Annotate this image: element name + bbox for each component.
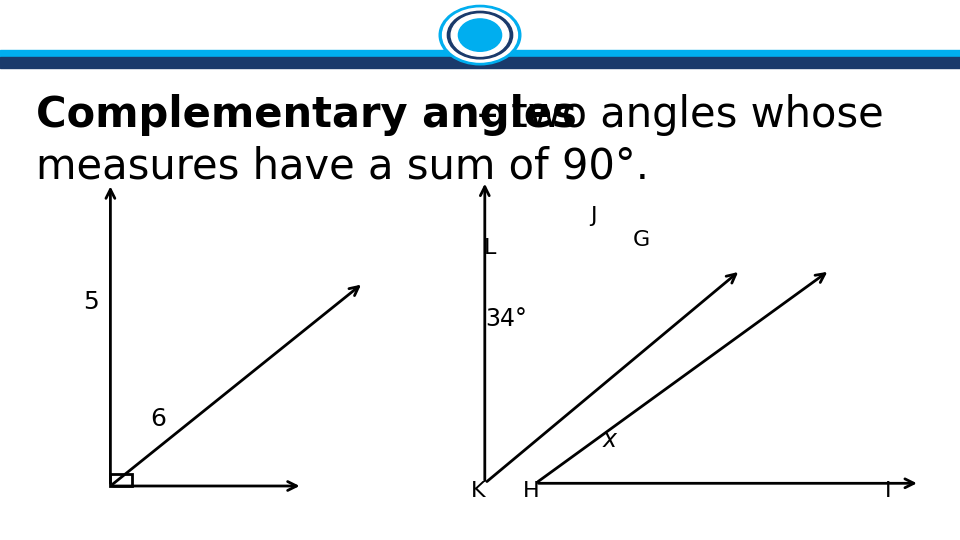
- Text: Complementary angles: Complementary angles: [36, 94, 577, 137]
- Text: L: L: [484, 238, 495, 259]
- Text: G: G: [633, 230, 650, 251]
- Text: – two angles whose: – two angles whose: [464, 94, 883, 137]
- Text: H: H: [522, 481, 540, 502]
- Ellipse shape: [439, 5, 520, 65]
- Text: 5: 5: [84, 291, 99, 314]
- Ellipse shape: [447, 11, 513, 59]
- Ellipse shape: [459, 19, 501, 51]
- Text: K: K: [470, 481, 486, 502]
- Text: I: I: [885, 481, 891, 502]
- Text: measures have a sum of 90°.: measures have a sum of 90°.: [36, 146, 650, 188]
- Ellipse shape: [451, 14, 509, 56]
- Text: 6: 6: [151, 407, 166, 430]
- Text: J: J: [590, 206, 596, 226]
- Bar: [0, 50, 960, 57]
- Bar: [110, 474, 132, 486]
- Text: x: x: [603, 428, 616, 452]
- Ellipse shape: [443, 8, 517, 62]
- Text: 34°: 34°: [485, 307, 527, 330]
- Bar: [0, 57, 960, 68]
